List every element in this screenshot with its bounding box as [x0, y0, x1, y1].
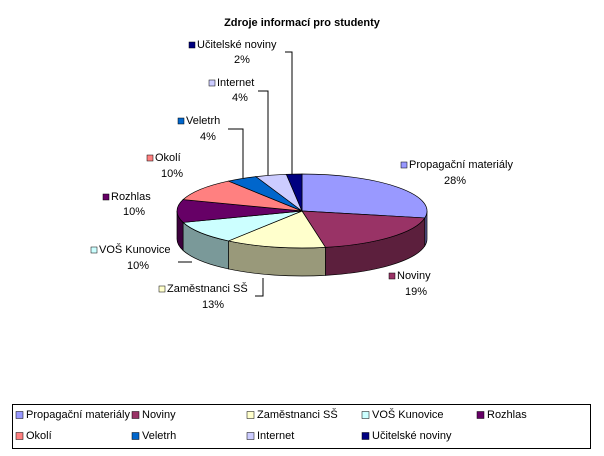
- pie-slice: [285, 173, 303, 212]
- data-label: 10%: [161, 168, 183, 180]
- data-label: 2%: [234, 54, 250, 66]
- legend-label: Okolí: [26, 430, 52, 442]
- data-label: 10%: [123, 206, 145, 218]
- legend-label: Učitelské noviny: [372, 430, 452, 442]
- data-label-name: VOŠ Kunovice: [99, 243, 171, 256]
- data-label: 10%: [127, 260, 149, 272]
- data-label-name: Učitelské noviny: [197, 39, 277, 51]
- data-label: 19%: [405, 286, 427, 298]
- legend-swatch: [246, 411, 255, 419]
- pie-slice: [301, 173, 428, 219]
- pie-slice: [182, 210, 303, 242]
- pie-slice: [182, 180, 303, 212]
- pie-slice: [301, 210, 426, 248]
- label-swatch: [158, 285, 166, 293]
- data-label: 28%: [444, 175, 466, 187]
- leader-line: [255, 278, 264, 297]
- legend-box: [12, 404, 591, 449]
- data-label: 4%: [200, 131, 216, 143]
- label-swatch: [177, 117, 185, 125]
- data-label-name: Okolí: [155, 152, 181, 164]
- data-label-name: Propagační materiály: [409, 159, 513, 171]
- legend-swatch: [246, 432, 255, 440]
- legend-label: Propagační materiály: [26, 409, 130, 421]
- label-swatch: [208, 79, 216, 87]
- label-swatch: [188, 41, 196, 49]
- label-swatch: [146, 154, 154, 162]
- label-swatch: [388, 272, 396, 280]
- data-label-name: Veletrh: [186, 115, 220, 127]
- label-swatch: [400, 161, 408, 169]
- legend-label: Rozhlas: [487, 409, 527, 421]
- data-label-name: Rozhlas: [111, 191, 151, 203]
- label-swatch: [90, 246, 98, 254]
- data-label: 13%: [202, 299, 224, 311]
- legend-swatch: [361, 432, 370, 440]
- pie-slice: [227, 210, 327, 249]
- legend-label: Veletrh: [142, 430, 176, 442]
- data-label-name: Internet: [217, 77, 254, 89]
- data-label: 4%: [232, 92, 248, 104]
- legend-swatch: [15, 432, 24, 440]
- legend-label: Noviny: [142, 409, 176, 421]
- legend-label: Zaměstnanci SŠ: [257, 408, 338, 421]
- leader-line: [285, 51, 293, 174]
- legend-swatch: [15, 411, 24, 419]
- chart-title: Zdroje informací pro studenty: [224, 17, 381, 29]
- legend-label: Internet: [257, 430, 294, 442]
- data-label-name: Noviny: [397, 270, 431, 282]
- label-swatch: [102, 193, 110, 201]
- legend-swatch: [131, 411, 140, 419]
- data-label-name: Zaměstnanci SŠ: [167, 282, 248, 295]
- legend-swatch: [131, 432, 140, 440]
- leader-line: [228, 128, 244, 178]
- pie-slice: [176, 199, 303, 223]
- legend-swatch: [476, 411, 485, 419]
- leader-line: [258, 90, 269, 176]
- legend-swatch: [361, 411, 370, 419]
- legend-label: VOŠ Kunovice: [372, 408, 444, 421]
